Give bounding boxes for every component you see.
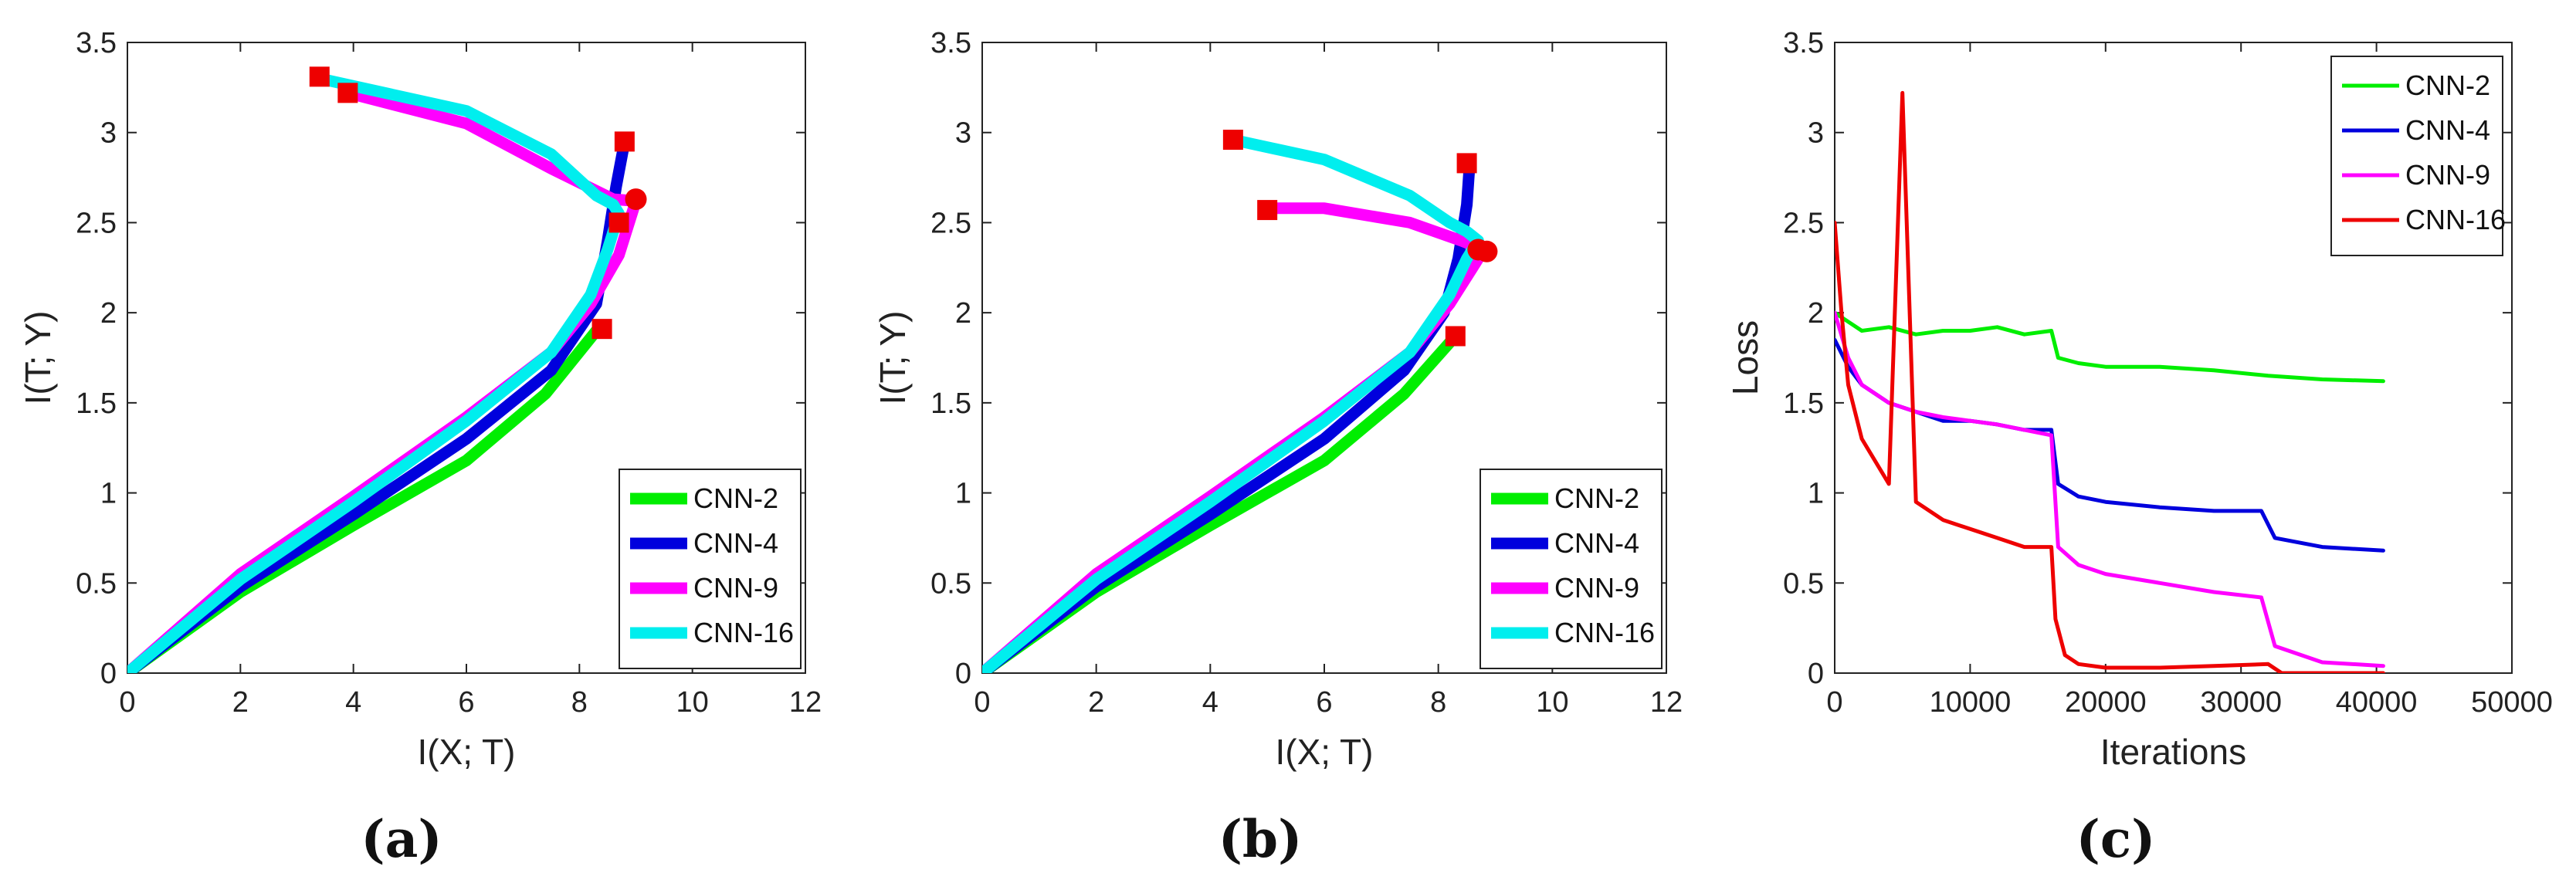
x-tick-label: 10 xyxy=(676,686,709,719)
square-marker xyxy=(1456,153,1477,174)
legend-label-cnn-9: CNN-9 xyxy=(1554,572,1639,604)
y-tick-label: 0.5 xyxy=(930,567,971,600)
y-tick-label: 3 xyxy=(1808,117,1824,150)
series-line-cnn-16 xyxy=(982,134,1484,673)
legend-box xyxy=(2330,56,2503,256)
y-tick-label: 0 xyxy=(100,658,117,690)
y-tick-label: 1.5 xyxy=(930,387,971,420)
series-group xyxy=(982,134,1490,673)
series-line-cnn-4 xyxy=(127,135,631,673)
y-tick-label: 3.5 xyxy=(1783,27,1824,59)
chart-panel-b: 0 2 4 6 8 10 12 0 0.5 1 1.5 2 2.5 3 3.5 I(X; T) I(T; Y) C… xyxy=(873,27,1683,869)
axes-box xyxy=(1834,42,2513,674)
y-axis-label: Loss xyxy=(1725,320,1765,395)
circle-marker xyxy=(625,188,647,211)
square-marker xyxy=(608,212,629,233)
y-tick-label: 0.5 xyxy=(1783,567,1824,600)
series-line-cnn-9 xyxy=(982,202,1490,673)
legend: CNN-2 CNN-4 CNN-9 CNN-16 xyxy=(619,469,802,669)
x-axis-label: I(X; T) xyxy=(1276,732,1374,772)
circle-marker xyxy=(1476,240,1498,262)
x-tick-label: 4 xyxy=(345,686,361,719)
y-tick-label: 0 xyxy=(1808,658,1824,690)
series-line-cnn-16 xyxy=(127,73,625,673)
y-tick-label: 3 xyxy=(955,117,971,150)
series-line-cnn-16 xyxy=(1835,90,2385,673)
y-tick-label: 3.5 xyxy=(76,27,117,59)
legend: CNN-2 CNN-4 CNN-9 CNN-16 xyxy=(2330,56,2506,256)
x-tick-label: 50000 xyxy=(2471,686,2553,719)
square-marker xyxy=(309,66,330,87)
y-tick-label: 2 xyxy=(100,297,117,330)
y-tick-label: 2 xyxy=(1808,297,1824,330)
x-tick-label: 40000 xyxy=(2336,686,2418,719)
x-tick-label: 6 xyxy=(458,686,474,719)
legend-label-cnn-2: CNN-2 xyxy=(2405,69,2490,101)
x-tick-label: 12 xyxy=(789,686,822,719)
legend-label-cnn-2: CNN-2 xyxy=(693,482,778,514)
x-tick-label: 0 xyxy=(119,686,135,719)
legend-label-cnn-16: CNN-16 xyxy=(693,617,794,648)
y-tick-label: 1 xyxy=(100,478,117,510)
x-tick-label: 2 xyxy=(1088,686,1104,719)
panel-caption: (c) xyxy=(2076,809,2156,869)
square-marker xyxy=(1257,200,1278,221)
y-tick-label: 2 xyxy=(955,297,971,330)
y-tick-label: 3 xyxy=(100,117,117,150)
series-line-cnn-4 xyxy=(1835,337,2385,553)
chart-panel-c: 0 10000 20000 30000 40000 50000 0 0.5 1 1.5 2 2.5 3 3… xyxy=(1725,27,2553,869)
legend-label-cnn-9: CNN-9 xyxy=(693,572,778,604)
x-tick-label: 12 xyxy=(1650,686,1683,719)
y-tick-label: 1 xyxy=(1808,478,1824,510)
panel-caption: (a) xyxy=(361,809,442,869)
y-tick-label: 0.5 xyxy=(76,567,117,600)
legend-label-cnn-2: CNN-2 xyxy=(1554,482,1639,514)
y-tick-label: 1.5 xyxy=(1783,387,1824,420)
x-tick-label: 8 xyxy=(1430,686,1446,719)
square-marker xyxy=(1222,130,1243,151)
x-tick-label: 10000 xyxy=(1930,686,2012,719)
chart-panel-a: 0 2 4 6 8 10 12 0 0.5 1 1.5 2 2.5 3 3.5 I(X; T) I(T; Y) C… xyxy=(18,27,822,869)
x-tick-label: 6 xyxy=(1316,686,1332,719)
x-tick-label: 0 xyxy=(1826,686,1842,719)
series-group xyxy=(127,73,642,673)
square-marker xyxy=(614,131,635,152)
series-line-cnn-2 xyxy=(1835,310,2385,384)
x-tick-label: 2 xyxy=(232,686,249,719)
square-marker xyxy=(591,319,612,340)
y-tick-label: 2.5 xyxy=(930,207,971,239)
y-axis-label: I(T; Y) xyxy=(873,311,913,405)
y-axis-label: I(T; Y) xyxy=(18,311,58,405)
y-tick-label: 2.5 xyxy=(1783,207,1824,239)
x-axis-label: Iterations xyxy=(2100,732,2246,772)
square-marker xyxy=(337,83,358,103)
series-group xyxy=(1835,90,2385,673)
x-axis-label: I(X; T) xyxy=(418,732,516,772)
y-tick-label: 2.5 xyxy=(76,207,117,239)
y-tick-label: 0 xyxy=(955,658,971,690)
series-line-cnn-4 xyxy=(982,157,1476,673)
series-line-cnn-9 xyxy=(1835,310,2385,668)
legend: CNN-2 CNN-4 CNN-9 CNN-16 xyxy=(1480,469,1663,669)
y-tick-label: 1 xyxy=(955,478,971,510)
legend-label-cnn-4: CNN-4 xyxy=(1554,527,1639,559)
panel-caption: (b) xyxy=(1219,809,1303,869)
x-tick-label: 4 xyxy=(1202,686,1219,719)
legend-label-cnn-16: CNN-16 xyxy=(2405,204,2506,235)
legend-label-cnn-16: CNN-16 xyxy=(1554,617,1655,648)
y-tick-label: 1.5 xyxy=(76,387,117,420)
square-marker xyxy=(1445,326,1466,347)
legend-label-cnn-9: CNN-9 xyxy=(2405,159,2490,191)
x-tick-label: 8 xyxy=(571,686,588,719)
x-tick-label: 30000 xyxy=(2200,686,2282,719)
x-tick-label: 0 xyxy=(974,686,990,719)
legend-label-cnn-4: CNN-4 xyxy=(2405,114,2490,146)
x-tick-label: 20000 xyxy=(2065,686,2147,719)
x-tick-label: 10 xyxy=(1536,686,1568,719)
legend-label-cnn-4: CNN-4 xyxy=(693,527,778,559)
y-tick-label: 3.5 xyxy=(930,27,971,59)
